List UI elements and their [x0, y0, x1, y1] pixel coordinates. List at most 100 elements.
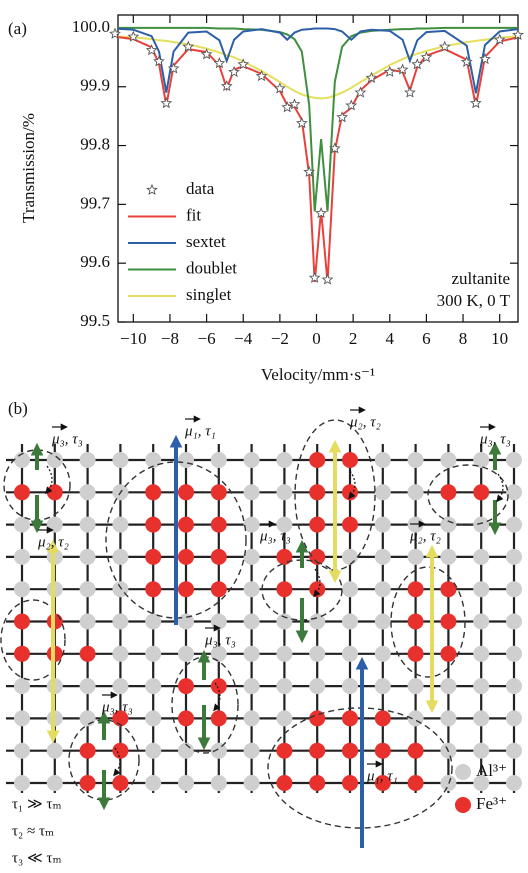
- al-ion: [243, 452, 260, 468]
- fe-ion: [342, 516, 358, 533]
- fe-ion: [145, 548, 162, 565]
- x-tick-label: 8: [459, 329, 468, 348]
- data-point: [512, 28, 524, 40]
- data-point: [479, 52, 491, 65]
- note: τ₂ ≈ τₘ: [12, 823, 54, 839]
- al-ion: [14, 452, 30, 468]
- panel-label: (b): [8, 399, 28, 418]
- al-ion: [473, 548, 490, 565]
- al-ion: [178, 775, 194, 791]
- cluster-boundary: [68, 719, 140, 801]
- x-tick-label: 10: [491, 329, 508, 348]
- moment-label: μ₃, τ₃: [259, 528, 291, 544]
- precession-arrow: [496, 473, 504, 503]
- al-ion: [46, 742, 63, 759]
- al-ion: [440, 710, 457, 727]
- al-ion: [374, 645, 391, 662]
- al-ion: [210, 645, 227, 662]
- data-point: [281, 101, 294, 113]
- fe-ion: [178, 678, 194, 695]
- al-ion: [473, 516, 490, 533]
- al-ion: [243, 775, 260, 791]
- al-ion: [440, 678, 457, 695]
- data-point: [273, 82, 286, 94]
- al-ion: [243, 516, 260, 533]
- data-point: [354, 86, 367, 98]
- al-ion: [473, 581, 490, 598]
- al-ion: [276, 645, 293, 662]
- al-ion: [342, 678, 358, 695]
- fe-ion: [112, 742, 129, 759]
- al-ion: [14, 775, 30, 791]
- legend-label: Al³⁺: [476, 761, 507, 780]
- al-ion: [506, 452, 522, 468]
- al-ion: [210, 742, 227, 759]
- al-ion: [79, 548, 96, 565]
- al-ion: [342, 548, 358, 565]
- fe-ion: [309, 742, 326, 759]
- data-point: [109, 27, 121, 39]
- data-point: [295, 117, 308, 129]
- fe-ion: [79, 775, 96, 791]
- data-point: [336, 111, 349, 123]
- data-point: [383, 65, 396, 78]
- data-point: [153, 55, 165, 67]
- al-ion: [407, 548, 424, 565]
- fe-ion: [309, 581, 326, 598]
- y-tick-label: 99.8: [80, 134, 110, 153]
- data-point: [420, 51, 433, 63]
- al-ion: [79, 516, 96, 533]
- al-ion: [374, 452, 391, 468]
- al-ion: [506, 645, 522, 662]
- al-ion: [506, 581, 522, 598]
- legend-marker: [455, 797, 471, 813]
- al-ion: [14, 742, 30, 759]
- fe-ion: [473, 484, 490, 501]
- data-point: [228, 65, 240, 78]
- al-ion: [46, 775, 63, 791]
- al-ion: [473, 613, 490, 630]
- al-ion: [473, 645, 490, 662]
- data-point: [321, 273, 334, 285]
- x-tick-label: 6: [422, 329, 431, 348]
- al-ion: [276, 613, 293, 630]
- fe-ion: [14, 645, 30, 662]
- moment-label: μ₁, τ₁: [184, 423, 216, 439]
- al-ion: [112, 678, 129, 695]
- al-ion: [276, 710, 293, 727]
- fe-ion: [309, 516, 326, 533]
- y-tick-label: 99.6: [80, 252, 110, 271]
- al-ion: [210, 452, 227, 468]
- fe-ion: [14, 484, 30, 501]
- al-ion: [407, 484, 424, 501]
- fe-ion: [178, 516, 194, 533]
- fe-ion: [342, 484, 358, 501]
- fe-ion: [309, 548, 326, 565]
- legend-marker: [146, 183, 158, 195]
- fe-ion: [145, 484, 162, 501]
- series-line: [118, 36, 518, 283]
- x-tick-label: −4: [234, 329, 253, 348]
- moment-label: μ₃, τ₃: [204, 632, 236, 648]
- fe-ion: [374, 775, 391, 791]
- fe-ion: [112, 775, 129, 791]
- legend-label: sextet: [186, 232, 226, 251]
- legend-marker: [455, 764, 471, 780]
- al-ion: [178, 645, 194, 662]
- al-ion: [506, 613, 522, 630]
- x-tick-label: −8: [161, 329, 179, 348]
- diagram: μ₃, τ₃ μ₁, τ₁ μ₂, τ₂ μ₃, τ₃ μ₂, τ₂ μ₃, τ₃ μ₂, …: [0, 406, 522, 866]
- data-point: [460, 55, 473, 68]
- note: τ₃ ≪ τₘ: [12, 850, 62, 866]
- al-ion: [46, 452, 63, 468]
- al-ion: [473, 452, 490, 468]
- fe-ion: [309, 710, 326, 727]
- al-ion: [210, 613, 227, 630]
- fe-ion: [342, 742, 358, 759]
- al-ion: [440, 516, 457, 533]
- data-point: [288, 98, 301, 110]
- x-tick-label: −6: [198, 329, 216, 348]
- fe-ion: [440, 484, 457, 501]
- al-ion: [374, 516, 391, 533]
